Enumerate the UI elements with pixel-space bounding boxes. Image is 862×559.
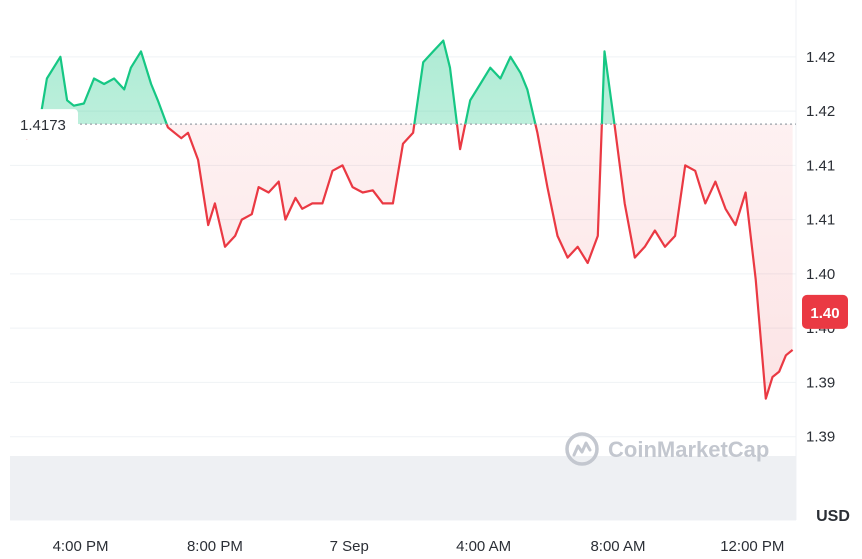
x-tick-label: 8:00 PM [187,538,243,555]
x-tick-label: 12:00 PM [720,538,784,555]
y-tick-label: 1.40 [806,266,835,283]
watermark-text: CoinMarketCap [608,437,769,462]
current-price-value: 1.40 [810,305,839,322]
x-axis: 4:00 PM 8:00 PM 7 Sep 4:00 AM 8:00 AM 12:00 P… [53,538,785,555]
x-tick-label: 7 Sep [330,538,369,555]
reference-value-label: 1.4173 [20,117,66,134]
y-tick-label: 1.39 [806,429,835,446]
x-tick-label: 4:00 PM [53,538,109,555]
volume-band [10,456,796,520]
y-tick-label: 1.39 [806,374,835,391]
reference-badge: 1.4173 [8,109,78,139]
currency-unit-label: USD [816,508,850,525]
y-tick-label: 1.41 [806,212,835,229]
current-price-badge: 1.40 [802,295,848,329]
x-tick-label: 4:00 AM [456,538,511,555]
x-tick-label: 8:00 AM [590,538,645,555]
y-axis: 1.421.421.411.411.401.401.391.39 [806,49,835,446]
y-tick-label: 1.42 [806,49,835,66]
y-tick-label: 1.41 [806,157,835,174]
y-tick-label: 1.42 [806,103,835,120]
